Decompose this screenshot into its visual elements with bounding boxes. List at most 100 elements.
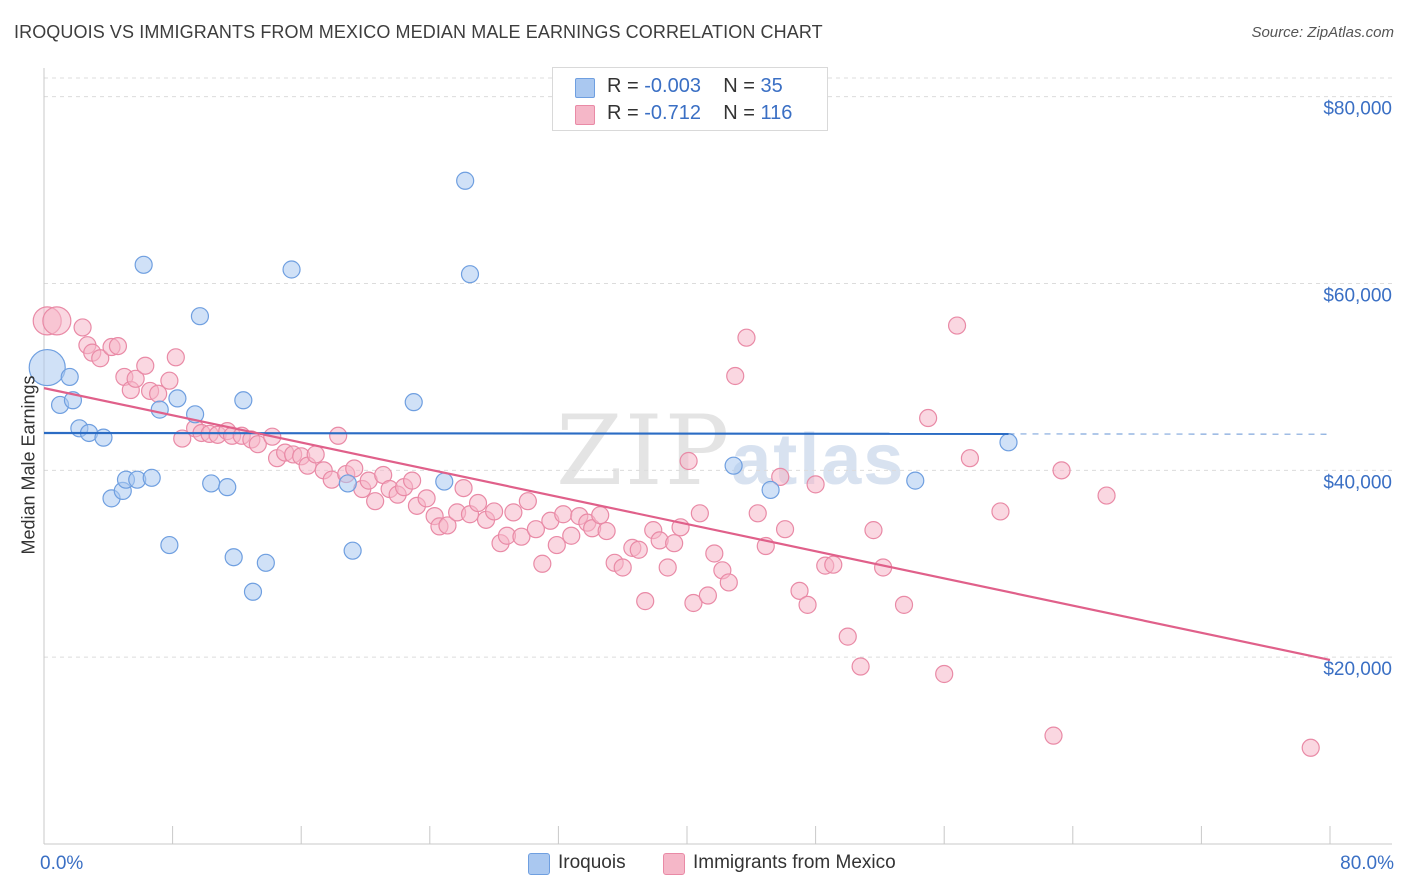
mexico-point xyxy=(864,521,883,540)
iroquois-point xyxy=(150,400,169,419)
mexico-point xyxy=(366,492,385,511)
iroquois-point xyxy=(724,456,743,475)
iroquois-point xyxy=(460,265,480,284)
iroquois-point xyxy=(761,480,780,500)
iroquois-point xyxy=(906,471,925,490)
y-tick-label: $60,000 xyxy=(1323,286,1392,307)
bottom-legend-swatch-iroquois xyxy=(528,853,550,875)
iroquois-point xyxy=(435,472,454,491)
mexico-point xyxy=(684,593,703,613)
iroquois-point xyxy=(190,307,210,326)
legend-n-label: N = xyxy=(723,102,755,124)
mexico-point xyxy=(894,595,914,614)
mexico-point xyxy=(166,348,185,367)
mexico-point xyxy=(947,316,967,335)
iroquois-point xyxy=(338,474,357,493)
mexico-point xyxy=(771,467,790,486)
iroquois-point xyxy=(218,478,237,497)
mexico-point xyxy=(838,627,857,646)
bottom-legend-label-mexico: Immigrants from Mexico xyxy=(693,852,896,873)
mexico-point xyxy=(454,478,473,498)
mexico-point xyxy=(851,657,870,676)
legend-swatch-iroquois xyxy=(575,78,595,98)
iroquois-point xyxy=(456,171,475,190)
mexico-point xyxy=(485,502,504,521)
mexico-point xyxy=(1097,486,1116,505)
iroquois-point xyxy=(282,260,301,279)
mexico-point xyxy=(512,527,531,546)
y-tick-label: $20,000 xyxy=(1323,659,1392,680)
mexico-point xyxy=(798,595,817,614)
legend-r-label: R = xyxy=(607,102,639,124)
mexico-point xyxy=(126,369,145,388)
mexico-point xyxy=(613,558,632,577)
iroquois-point xyxy=(256,553,275,572)
mexico-point xyxy=(665,534,684,553)
mexico-point xyxy=(108,337,128,356)
iroquois-point xyxy=(28,348,66,387)
source-label: Source: ZipAtlas.com xyxy=(1251,24,1394,41)
watermark-zip: ZIP xyxy=(556,395,732,507)
mexico-point xyxy=(403,471,422,490)
iroquois-point xyxy=(142,468,161,487)
y-tick-label: $80,000 xyxy=(1323,99,1392,120)
mexico-point xyxy=(526,520,545,539)
mexico-point xyxy=(160,371,179,390)
mexico-point xyxy=(597,521,616,541)
mexico-point xyxy=(658,558,677,577)
mexico-point xyxy=(248,435,267,454)
iroquois-point xyxy=(404,393,423,412)
iroquois-point xyxy=(234,391,253,410)
iroquois-point xyxy=(94,428,113,447)
mexico-point xyxy=(547,535,566,555)
iroquois-point xyxy=(999,433,1018,452)
mexico-point xyxy=(705,544,724,563)
mexico-point xyxy=(73,318,92,337)
legend-n-value: 116 xyxy=(760,102,793,124)
mexico-point xyxy=(533,554,552,573)
bottom-legend-label-iroquois: Iroquois xyxy=(558,852,626,873)
mexico-point xyxy=(518,492,537,511)
mexico-point xyxy=(919,408,938,428)
legend-r-value: -0.712 xyxy=(644,102,701,124)
mexico-point xyxy=(504,503,523,522)
legend-swatch-mexico xyxy=(575,105,595,125)
iroquois-point xyxy=(60,367,79,387)
mexico-point xyxy=(991,502,1010,521)
iroquois-point xyxy=(160,535,179,555)
mexico-point xyxy=(173,429,192,448)
legend-r-value: -0.003 xyxy=(644,75,701,97)
mexico-point xyxy=(636,592,655,611)
legend-n-value: 35 xyxy=(760,75,783,97)
mexico-point xyxy=(806,475,825,494)
x-tick-label-max: 80.0% xyxy=(1340,853,1394,874)
iroquois-point xyxy=(243,582,263,601)
mexico-point xyxy=(960,449,980,468)
legend-r-label: R = xyxy=(607,75,639,97)
mexico-point xyxy=(554,505,573,524)
mexico-point xyxy=(438,516,457,535)
mexico-point xyxy=(690,504,709,523)
mexico-point xyxy=(748,504,767,523)
mexico-point xyxy=(591,506,610,525)
iroquois-point xyxy=(343,541,362,560)
mexico-point xyxy=(790,581,809,600)
mexico-point xyxy=(91,349,110,368)
mexico-point xyxy=(737,328,756,347)
mexico-point xyxy=(42,306,72,336)
mexico-point xyxy=(468,493,488,513)
mexico-point xyxy=(329,426,348,445)
mexico-point xyxy=(698,586,717,605)
mexico-point xyxy=(629,540,648,559)
mexico-point xyxy=(775,520,795,539)
chart-title: IROQUOIS VS IMMIGRANTS FROM MEXICO MEDIA… xyxy=(14,22,823,42)
mexico-point xyxy=(1052,461,1071,480)
mexico-point xyxy=(1044,726,1063,745)
y-axis-label: Median Male Earnings xyxy=(18,375,39,555)
mexico-point xyxy=(824,555,843,574)
mexico-point xyxy=(417,489,436,508)
iroquois-trend-line xyxy=(43,431,1009,436)
y-tick-label: $40,000 xyxy=(1323,472,1392,493)
legend-n-label: N = xyxy=(723,75,755,97)
